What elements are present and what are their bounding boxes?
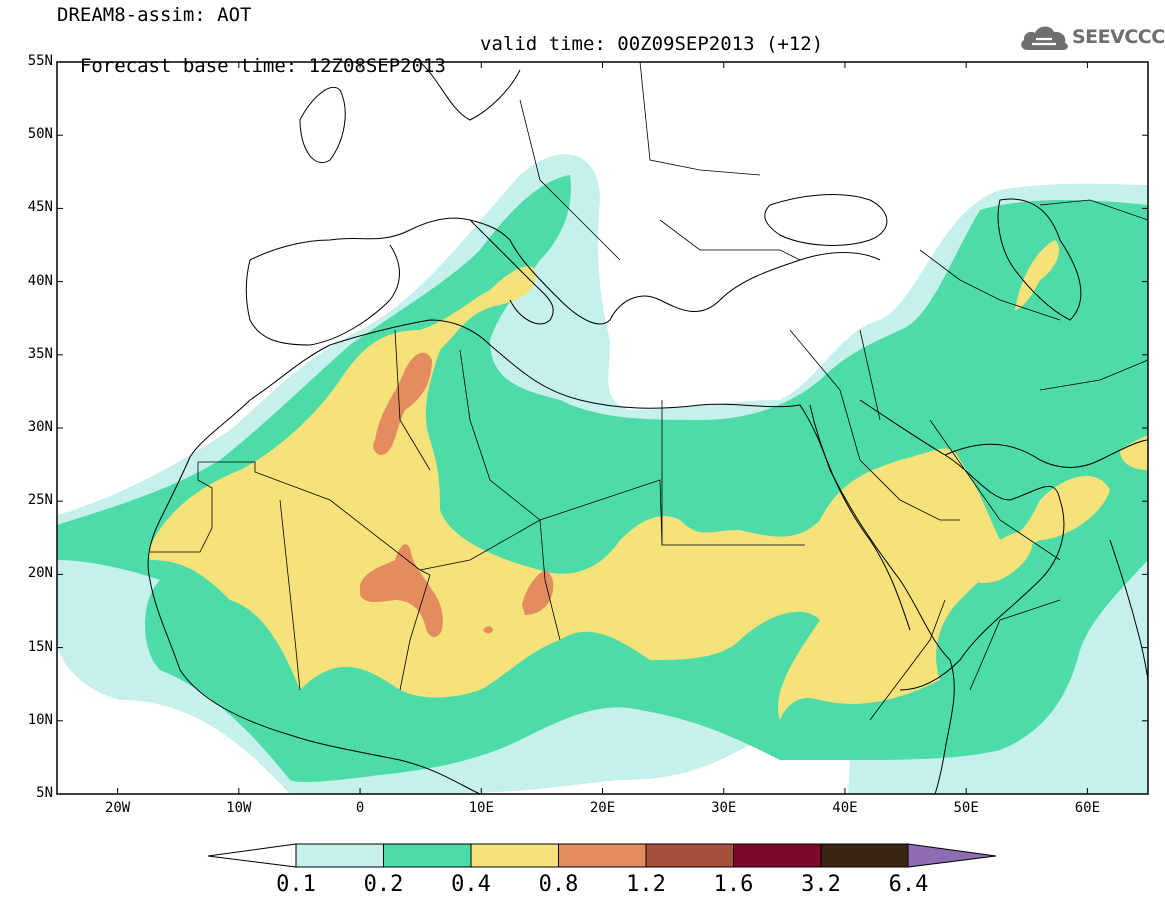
- aot-contour-0.2: [57, 175, 1148, 783]
- coastline-africa: [189, 319, 955, 794]
- colorbar: [207, 843, 997, 868]
- coastline-red-sea: [809, 404, 911, 631]
- colorbar-segment: [295, 843, 384, 868]
- coastline-west-africa: [147, 456, 481, 794]
- valid-time: valid time: 00Z09SEP2013 (+12): [480, 33, 824, 55]
- lat-label: 30N: [27, 419, 53, 435]
- lon-label: 30E: [711, 800, 737, 816]
- country-borders: [150, 62, 1148, 721]
- colorbar-label: 0.8: [538, 872, 579, 897]
- lat-label: 15N: [27, 638, 53, 655]
- lat-label: 50N: [27, 126, 53, 143]
- lon-label: 10W: [226, 800, 252, 816]
- lat-label: 25N: [27, 492, 53, 509]
- coastline-europe: [249, 217, 881, 325]
- lat-label: 35N: [27, 345, 53, 362]
- coastline-britain: [299, 86, 346, 163]
- colorbar-segment: [470, 843, 559, 868]
- colorbar-label: 3.2: [801, 872, 841, 897]
- colorbar-label: 0.2: [363, 872, 404, 897]
- coastline-india: [1109, 539, 1148, 681]
- coastline-arabia-east: [859, 399, 1065, 691]
- axis-ticks: [57, 61, 1148, 795]
- seevccc-logo: SEEVCCC: [1018, 22, 1165, 56]
- lon-label: 10E: [468, 800, 494, 816]
- lat-label: 45N: [27, 199, 53, 216]
- aot-contour-0.4: [148, 266, 1110, 720]
- colorbar-label: 0.1: [276, 872, 316, 897]
- lon-label: 0: [355, 800, 365, 816]
- figure-title: DREAM8-assim: AOT: [57, 4, 252, 26]
- forecast-base-time: Forecast base time: 12Z08SEP2013: [79, 55, 446, 77]
- coastline-caspian: [997, 198, 1082, 321]
- aot-field: [57, 154, 1148, 794]
- lon-label: 40E: [832, 800, 858, 816]
- aot-contour-0.8-a: [373, 352, 432, 455]
- colorbar-label: 6.4: [888, 872, 929, 897]
- coastline-scandinavia: [419, 62, 521, 121]
- lat-label: 20N: [27, 565, 53, 582]
- figure-subtitle: Forecast base time: 12Z08SEP2013 valid t…: [57, 33, 823, 99]
- colorbar-segment: [820, 843, 909, 868]
- lat-label: 5N: [36, 785, 53, 801]
- lat-label: 55N: [27, 53, 53, 69]
- logo-text: SEEVCCC: [1072, 26, 1165, 48]
- colorbar-label: 0.4: [451, 872, 491, 897]
- aot-contour-0.4-caspian: [1015, 240, 1060, 310]
- colorbar-label: 1.2: [626, 872, 666, 897]
- coastline-black-sea: [764, 194, 888, 246]
- aot-contour-0.4-arabia: [965, 530, 1033, 583]
- coastline-persian-gulf: [944, 439, 1148, 468]
- lon-label: 50E: [953, 800, 979, 816]
- colorbar-segment: [733, 843, 822, 868]
- colorbar-segment: [558, 843, 647, 868]
- lon-label: 60E: [1074, 800, 1101, 816]
- coastlines: [147, 62, 1148, 794]
- cloud-icon: [1021, 26, 1068, 50]
- coastline-iberia: [245, 244, 400, 346]
- aot-contour-0.4-east: [1120, 435, 1148, 470]
- lat-label: 40N: [27, 272, 53, 289]
- colorbar-segment: [383, 843, 472, 868]
- lon-label: 20W: [104, 800, 131, 816]
- colorbar-segment: [645, 843, 734, 868]
- colorbar-under-arrow: [207, 843, 297, 868]
- coastline-italy: [469, 219, 554, 325]
- colorbar-over-arrow: [907, 843, 997, 868]
- colorbar-label: 1.6: [713, 872, 754, 897]
- aot-contour-0.8-b: [360, 544, 443, 637]
- aot-contour-0.8-d: [483, 626, 493, 634]
- lat-label: 10N: [27, 711, 53, 728]
- lon-label: 20E: [589, 800, 616, 816]
